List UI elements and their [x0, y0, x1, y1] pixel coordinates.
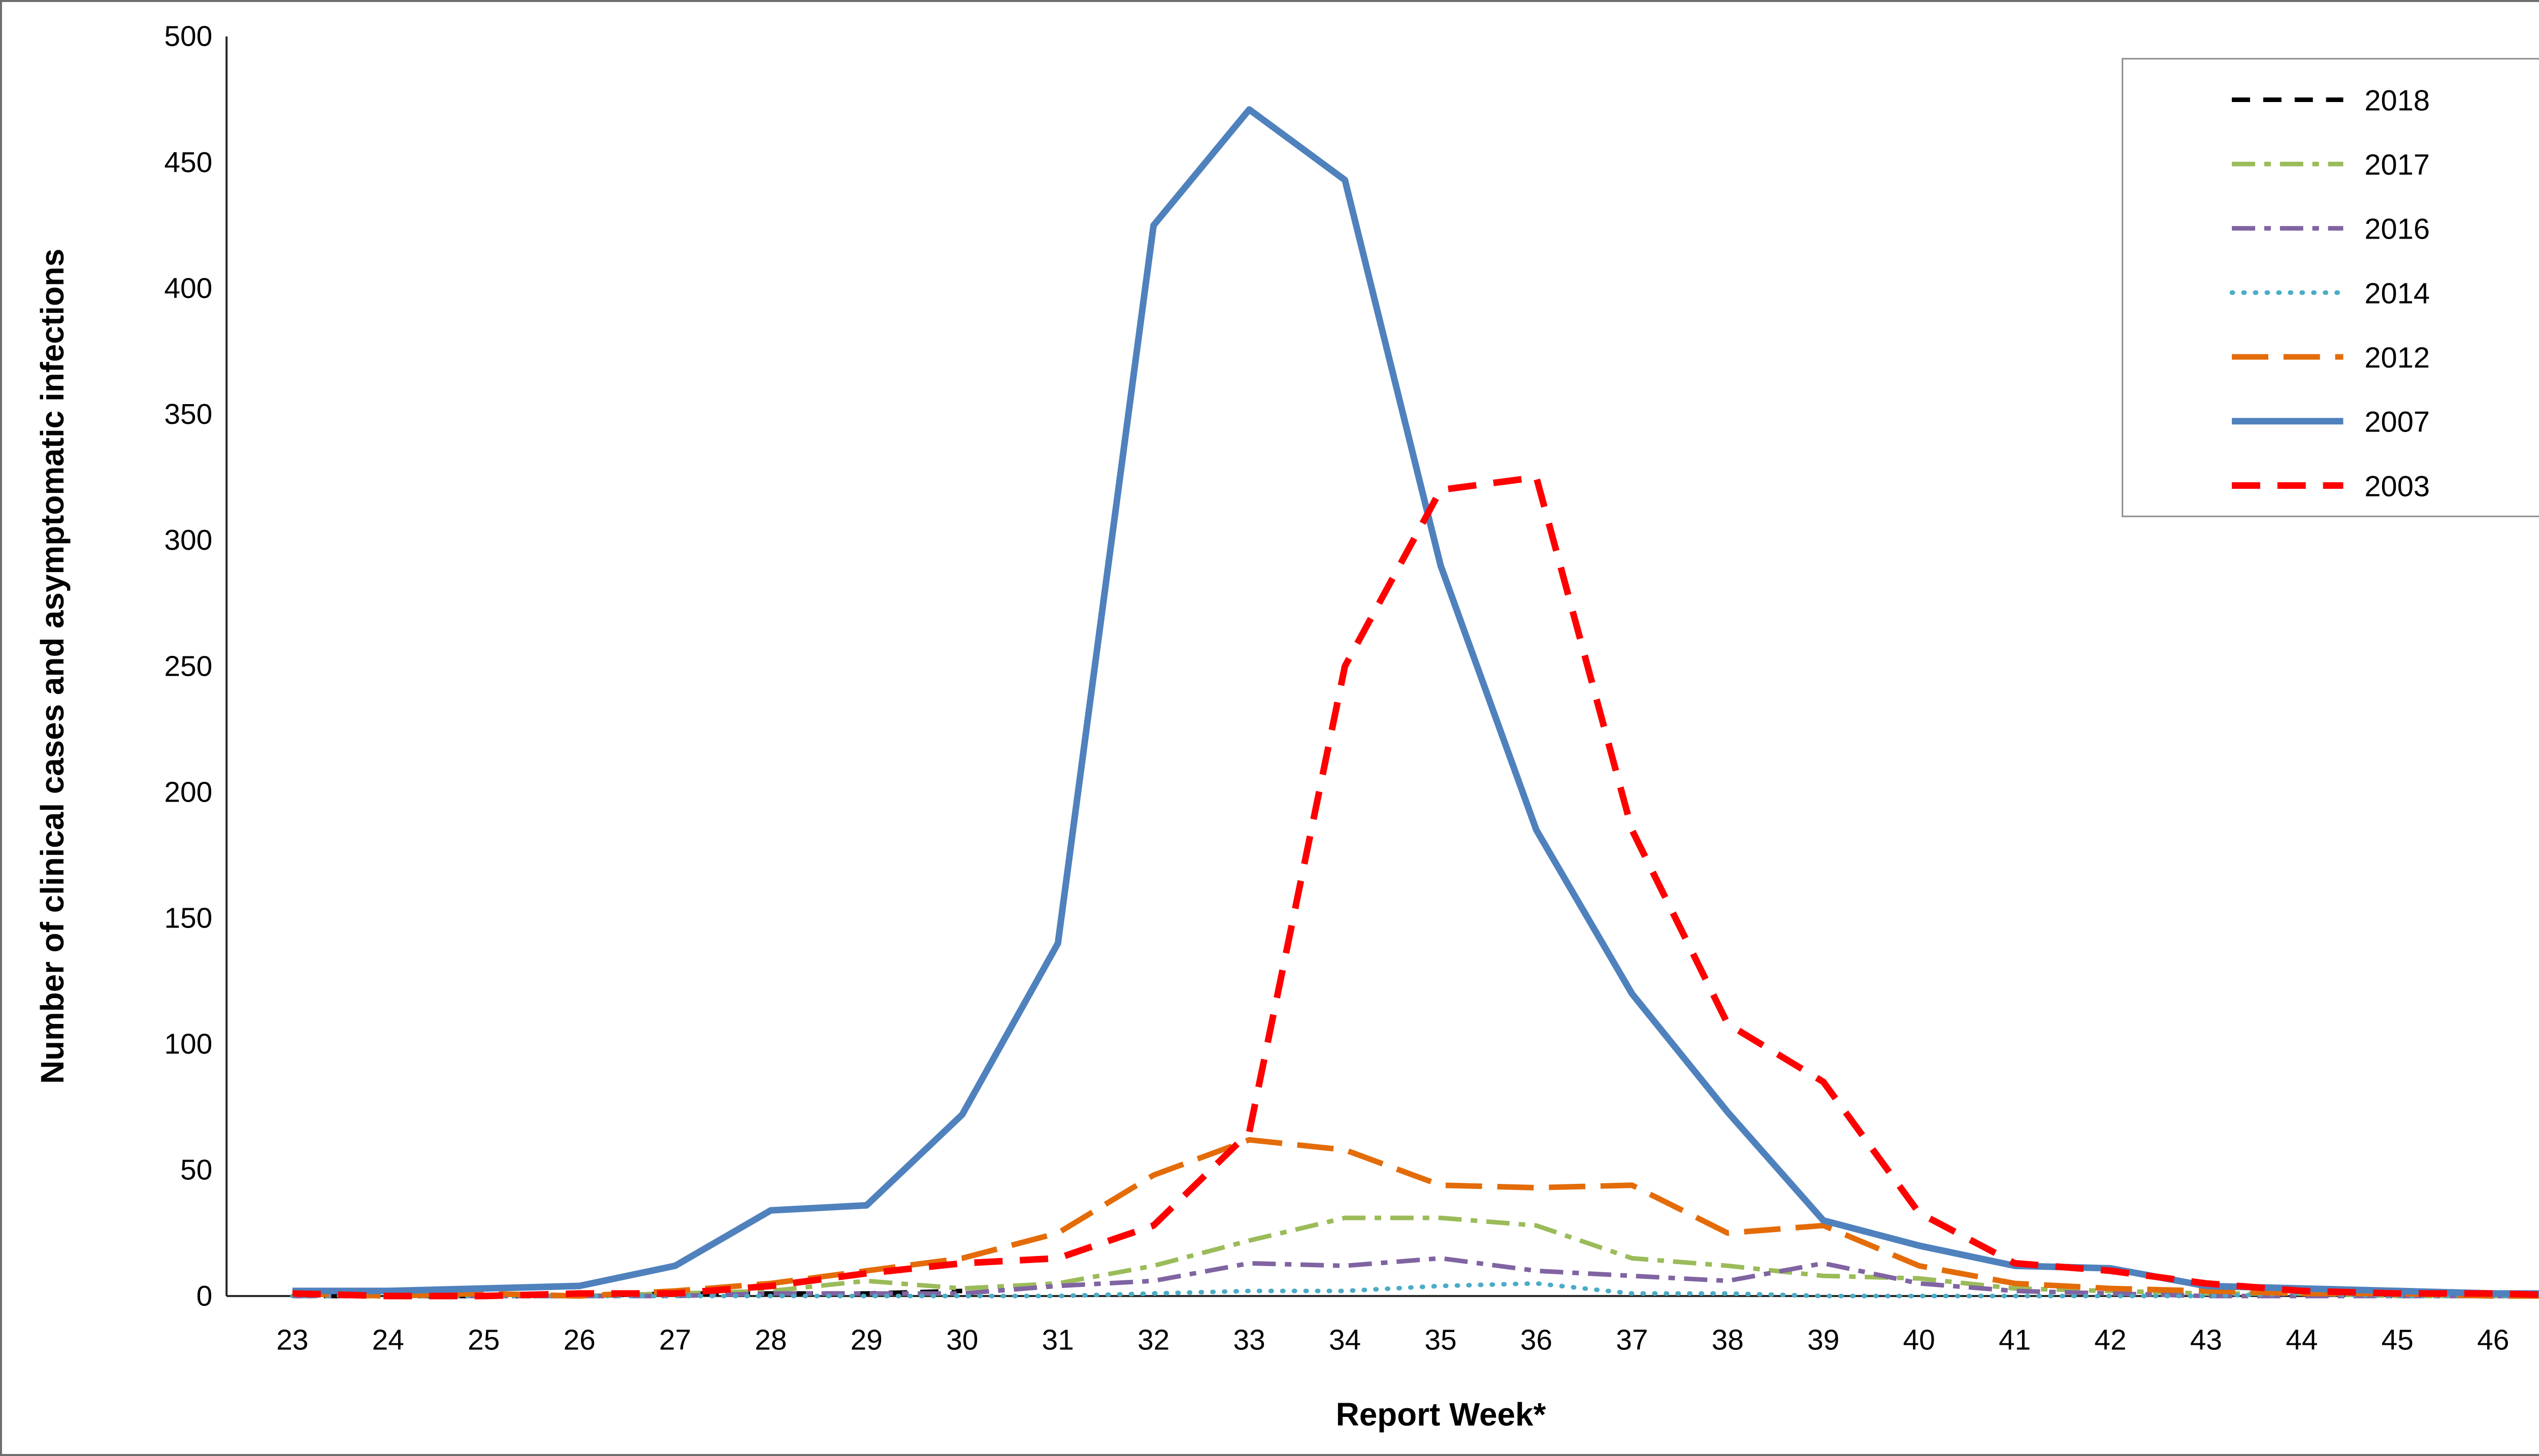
x-tick-label: 46: [2477, 1325, 2509, 1356]
legend-label-2003: 2003: [2364, 470, 2430, 503]
x-tick-label: 30: [946, 1325, 978, 1356]
x-tick-label: 39: [1807, 1325, 1839, 1356]
y-tick-label: 50: [180, 1154, 212, 1186]
legend-label-2016: 2016: [2364, 213, 2430, 246]
x-tick-label: 25: [468, 1325, 500, 1356]
y-tick-label: 500: [164, 21, 212, 53]
y-tick-label: 450: [164, 147, 212, 179]
legend-box: [2122, 58, 2539, 517]
x-tick-label: 45: [2382, 1325, 2414, 1356]
legend-label-2007: 2007: [2364, 406, 2430, 439]
y-tick-label: 300: [164, 524, 212, 556]
y-tick-label: 200: [164, 776, 212, 808]
x-tick-label: 27: [659, 1325, 691, 1356]
legend-label-2014: 2014: [2364, 277, 2430, 310]
x-tick-label: 32: [1137, 1325, 1169, 1356]
x-tick-label: 38: [1712, 1325, 1744, 1356]
x-tick-label: 29: [851, 1325, 883, 1356]
x-axis-title: Report Week*: [1336, 1396, 1546, 1433]
x-tick-label: 42: [2094, 1325, 2126, 1356]
y-tick-label: 350: [164, 399, 212, 431]
y-tick-label: 0: [197, 1280, 213, 1312]
x-tick-label: 41: [1999, 1325, 2031, 1356]
series-line-2003: [292, 474, 2539, 1300]
x-tick-label: 34: [1329, 1325, 1361, 1356]
x-tick-label: 26: [563, 1325, 595, 1356]
y-tick-label: 400: [164, 273, 212, 305]
legend-label-2017: 2017: [2364, 149, 2430, 181]
x-tick-label: 44: [2286, 1325, 2318, 1356]
x-tick-label: 31: [1042, 1325, 1074, 1356]
legend-label-2012: 2012: [2364, 342, 2430, 374]
x-tick-label: 36: [1520, 1325, 1552, 1356]
y-tick-label: 100: [164, 1029, 212, 1061]
x-tick-label: 33: [1233, 1325, 1265, 1356]
x-tick-label: 37: [1616, 1325, 1648, 1356]
x-tick-label: 35: [1424, 1325, 1456, 1356]
x-tick-label: 24: [372, 1325, 404, 1356]
x-tick-label: 40: [1903, 1325, 1935, 1356]
x-tick-label: 43: [2190, 1325, 2222, 1356]
x-tick-label: 23: [276, 1325, 308, 1356]
y-axis-title: Number of clinical cases and asymptomati…: [34, 249, 71, 1084]
y-tick-label: 150: [164, 902, 212, 934]
legend-label-2018: 2018: [2364, 84, 2430, 117]
x-tick-label: 28: [755, 1325, 787, 1356]
y-tick-label: 250: [164, 650, 212, 682]
